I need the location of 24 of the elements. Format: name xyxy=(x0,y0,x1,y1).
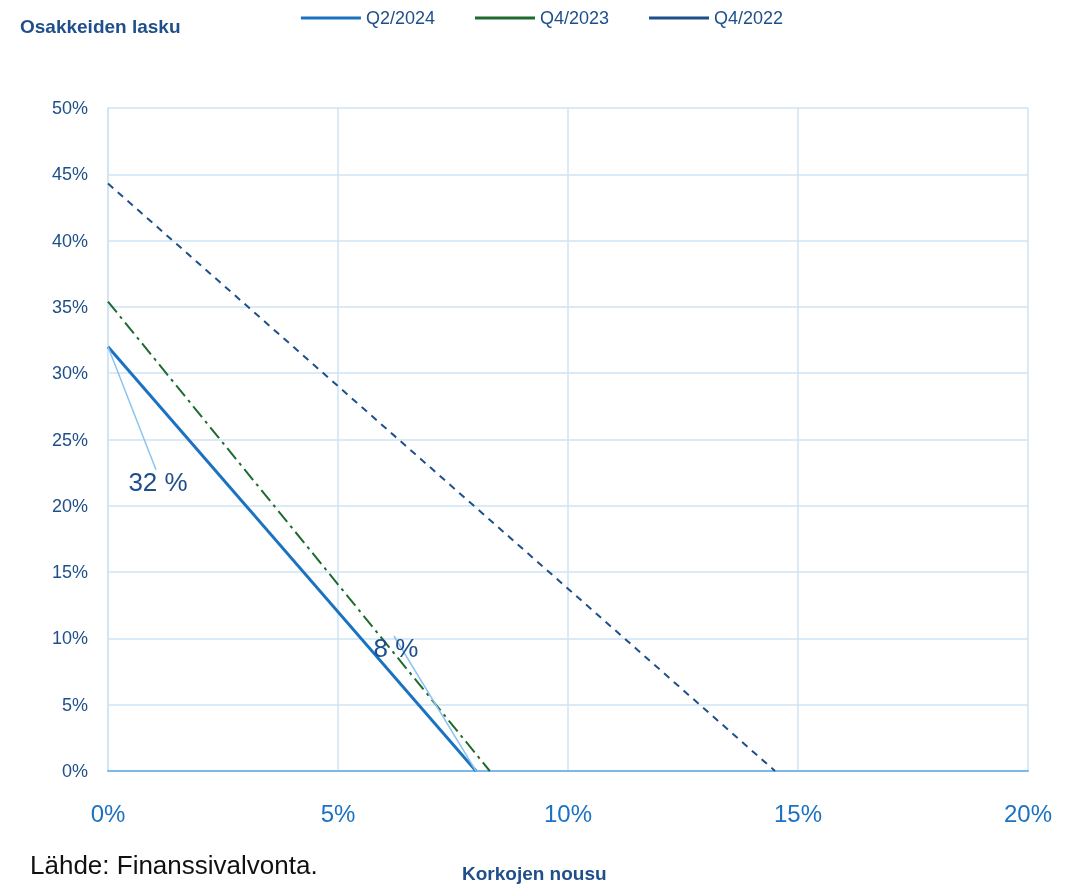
y-tick-label: 25% xyxy=(51,429,88,450)
legend-label: Q4/2022 xyxy=(714,8,784,28)
x-tick-label: 20% xyxy=(1003,799,1053,827)
legend-label: Q2/2024 xyxy=(365,8,435,28)
y-tick-label: 30% xyxy=(51,363,88,384)
legend-label: Q4/2023 xyxy=(539,8,610,28)
x-tick-label: 10% xyxy=(543,799,593,827)
y-tick-label: 20% xyxy=(51,495,88,516)
y-tick-label: 10% xyxy=(51,628,88,649)
x-tick-label: 15% xyxy=(773,799,823,827)
text: Lähde: Finanssivalvonta. xyxy=(30,850,318,880)
x-axis-title: Korkojen nousu xyxy=(462,863,607,884)
y-tick-label: 5% xyxy=(61,694,88,715)
y-axis-title: Osakkeiden lasku xyxy=(20,16,181,37)
annotation: 8 % xyxy=(373,633,419,663)
y-tick-label: 35% xyxy=(51,296,88,317)
x-tick-label: 0% xyxy=(90,799,126,827)
y-tick-label: 40% xyxy=(51,230,88,251)
y-tick-label: 45% xyxy=(51,164,88,185)
y-tick-label: 15% xyxy=(51,562,88,583)
annotation: 32 % xyxy=(128,466,188,497)
y-tick-label: 50% xyxy=(51,98,88,118)
x-tick-label: 5% xyxy=(320,799,356,827)
y-tick-label: 0% xyxy=(61,761,88,781)
